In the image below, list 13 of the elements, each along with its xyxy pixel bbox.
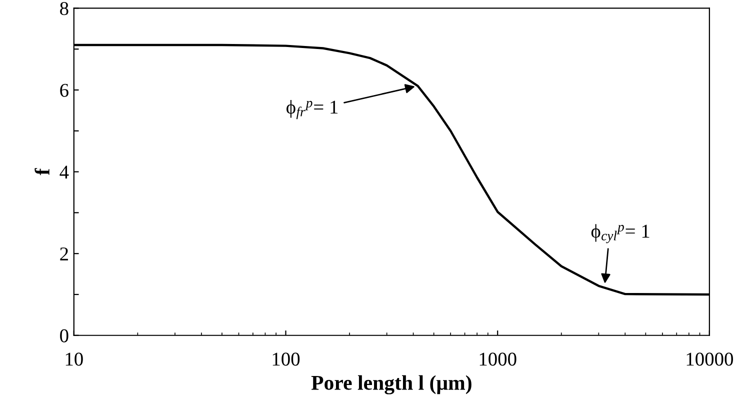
y-axis-title: f xyxy=(34,168,50,176)
y-tick-label: 2 xyxy=(60,247,68,260)
y-tick-label: 4 xyxy=(60,166,69,179)
x-tick-label: 1000 xyxy=(480,352,516,366)
y-tick-label: 0 xyxy=(60,329,68,342)
x-axis-title: Pore length l (μm) xyxy=(311,375,472,394)
y-tick-label: 8 xyxy=(60,2,68,16)
y-tick-label: 6 xyxy=(60,84,68,97)
x-tick-label: 100 xyxy=(272,352,300,366)
annotation: ϕ$_{fr}$$^{p}$= 1 xyxy=(286,100,338,120)
annotation: ϕ$_{cyl}$$^{p}$= 1 xyxy=(591,224,650,244)
x-tick-label: 10000 xyxy=(686,352,734,366)
x-tick-label: 10 xyxy=(66,352,83,366)
